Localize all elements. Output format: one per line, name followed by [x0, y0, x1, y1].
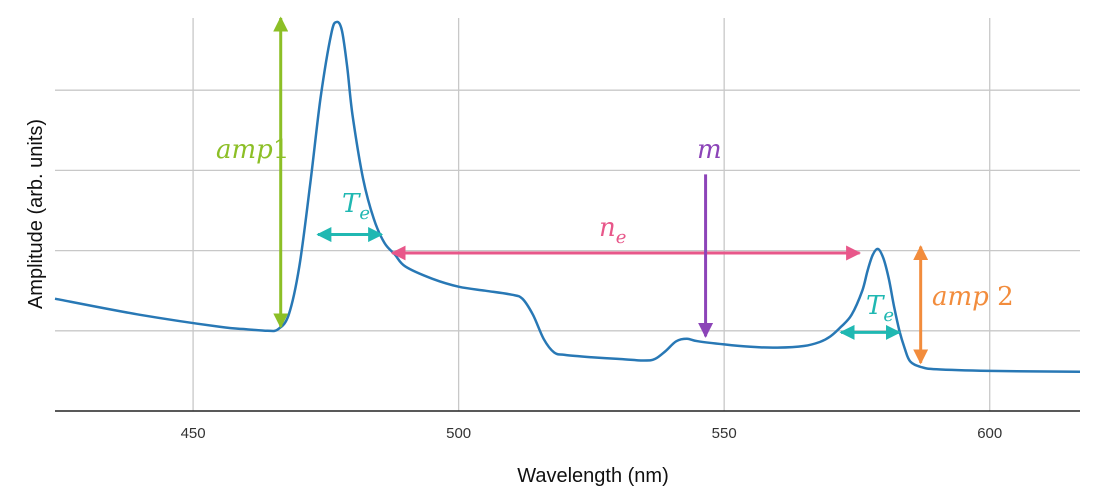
annotation-label-5: amp 2	[932, 282, 1014, 312]
annotation-label-3: m	[697, 135, 722, 165]
series-line	[54, 20, 1081, 373]
x-tick-label-1: 500	[446, 425, 471, 442]
x-tick-label-2: 550	[712, 425, 737, 442]
annotations: amp1 Te ne m Te amp 2	[216, 16, 1014, 365]
annotation-label-0: amp1	[216, 135, 289, 165]
annotation-label-1: Te	[342, 189, 370, 224]
x-axis-label: Wavelength (nm)	[517, 465, 669, 487]
x-tick-label-0: 450	[181, 425, 206, 442]
x-tick-label-3: 600	[977, 425, 1002, 442]
y-axis-label: Amplitude (arb. units)	[25, 119, 47, 309]
annotation-label-2: ne	[599, 213, 626, 248]
grid	[55, 18, 1080, 411]
x-tick-labels: 450 500 550 600	[181, 425, 1003, 442]
annotation-label-4: Te	[866, 291, 894, 326]
